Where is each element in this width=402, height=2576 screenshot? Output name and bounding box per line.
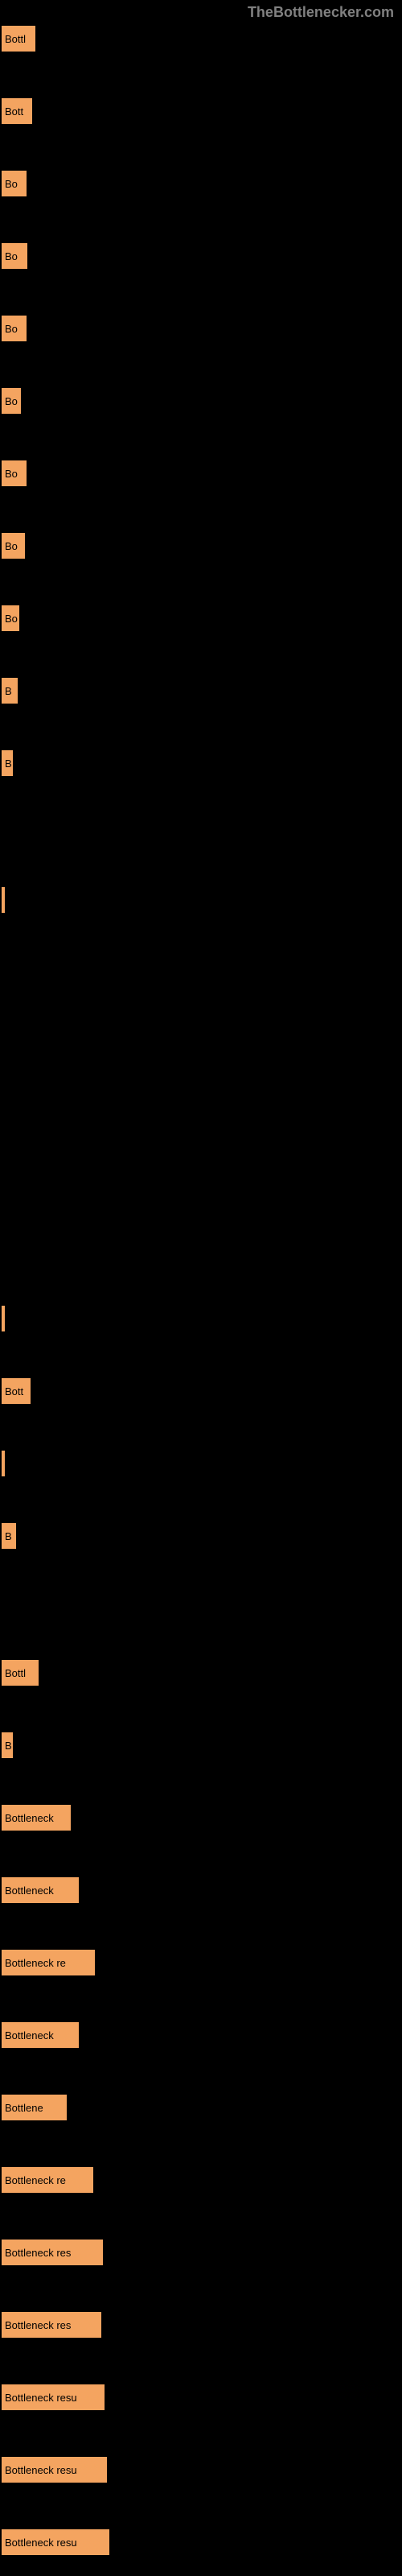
chart-bar [0,1304,6,1333]
bar-container: B [0,1521,18,1550]
bar-container: B [0,676,19,705]
watermark-text: TheBottlenecker.com [248,4,394,21]
chart-bar: Bottleneck re [0,2165,95,2194]
bar-container: Bottleneck resu [0,2528,111,2557]
bar-container: Bottl [0,24,37,53]
chart-bar: Bottleneck res [0,2310,103,2339]
chart-bar: Bottleneck resu [0,2528,111,2557]
bar-container: Bottleneck res [0,2238,105,2267]
chart-bar [0,1449,6,1478]
bar-container: Bo [0,531,27,560]
bar-container: Bottlene [0,2093,68,2122]
bar-container: Bo [0,459,28,488]
bar-container [0,1449,6,1478]
bar-container: Bottleneck [0,2021,80,2050]
bar-container: Bott [0,97,34,126]
chart-bar: Bo [0,604,21,633]
bar-container: Bottleneck re [0,1948,96,1977]
chart-bar: Bottleneck [0,1803,72,1832]
chart-bar [0,886,6,914]
chart-bar: Bottleneck resu [0,2383,106,2412]
chart-bar: Bott [0,1377,32,1406]
chart-bar: B [0,749,14,778]
bar-container [0,1304,6,1333]
bar-container: Bottleneck re [0,2165,95,2194]
bar-container: Bottleneck res [0,2310,103,2339]
bar-container: Bottleneck resu [0,2383,106,2412]
chart-bar: Bottlene [0,2093,68,2122]
chart-bar: Bottleneck re [0,1948,96,1977]
bar-container: Bo [0,242,29,270]
bar-container: Bo [0,314,28,343]
chart-bar: Bottleneck [0,2021,80,2050]
bar-container: Bottleneck [0,1876,80,1905]
chart-bar: Bo [0,459,28,488]
bar-container: Bo [0,604,21,633]
chart-bar: Bo [0,386,23,415]
bar-container: Bo [0,386,23,415]
chart-bar: Bottl [0,24,37,53]
chart-bar: Bottleneck [0,1876,80,1905]
bar-container: B [0,749,14,778]
bar-container: Bottl [0,1658,40,1687]
chart-bar: Bo [0,169,28,198]
chart-bar: Bottleneck res [0,2238,105,2267]
chart-bar: B [0,1731,14,1760]
chart-bar: B [0,1521,18,1550]
bar-container: B [0,1731,14,1760]
chart-bar: Bott [0,97,34,126]
bar-container: Bott [0,1377,32,1406]
chart-bar: Bo [0,242,29,270]
bar-container: Bottleneck [0,1803,72,1832]
chart-bar: Bottl [0,1658,40,1687]
bar-container: Bottleneck resu [0,2455,109,2484]
chart-bar: Bo [0,314,28,343]
chart-bar: B [0,676,19,705]
bar-container [0,886,6,914]
bar-container: Bo [0,169,28,198]
chart-bar: Bo [0,531,27,560]
chart-bar: Bottleneck resu [0,2455,109,2484]
